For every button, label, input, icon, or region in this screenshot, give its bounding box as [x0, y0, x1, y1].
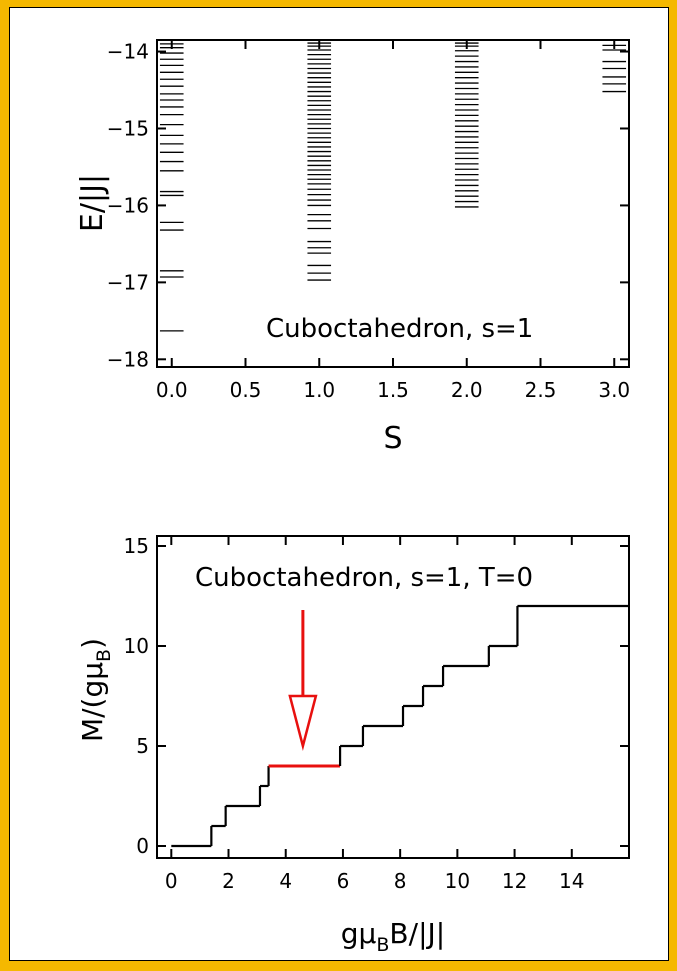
figure-svg: 0.0 0.5 1.0 1.5 2.0 2.5 3.0 −14 −15 −16 −17 −18 Cub… [75, 39, 630, 956]
x-tick-label: 2.0 [451, 378, 483, 402]
y-tick-label: −14 [107, 40, 149, 64]
magnetization-steps [171, 604, 629, 848]
bottom-x-axis-label: gμBB/|J| [341, 917, 445, 956]
top-axis-ticks: 0.0 0.5 1.0 1.5 2.0 2.5 3.0 −14 −15 −16 −17 −18 [107, 40, 630, 402]
top-x-axis-label: S [383, 421, 402, 456]
x-tick-label: 4 [279, 869, 292, 893]
x-tick-label: 12 [502, 869, 527, 893]
energy-spectrum-chart: 0.0 0.5 1.0 1.5 2.0 2.5 3.0 −14 −15 −16 −17 −18 Cub… [75, 39, 630, 456]
x-tick-label: 3.0 [598, 378, 630, 402]
x-tick-label: 1.5 [377, 378, 409, 402]
x-tick-label: 10 [445, 869, 470, 893]
x-tick-label: 0.5 [230, 378, 262, 402]
x-tick-label: 2 [222, 869, 235, 893]
y-tick-label: −17 [107, 270, 149, 294]
bottom-axis-ticks: 0 2 4 6 8 10 12 14 0 5 10 15 [124, 534, 629, 893]
x-tick-label: 2.5 [525, 378, 557, 402]
x-tick-label: 0 [165, 869, 178, 893]
y-tick-label: 5 [136, 734, 149, 758]
magnetization-chart: 0 2 4 6 8 10 12 14 0 5 10 15 Cuboctahedron, s=1, T=… [76, 534, 630, 956]
x-tick-label: 0.0 [156, 378, 188, 402]
arrow-head [288, 694, 318, 751]
bottom-annotation: Cuboctahedron, s=1, T=0 [195, 563, 533, 593]
figure-panel: 0.0 0.5 1.0 1.5 2.0 2.5 3.0 −14 −15 −16 −17 −18 Cub… [9, 7, 669, 961]
y-tick-label: 10 [124, 634, 149, 658]
x-tick-label: 1.0 [303, 378, 335, 402]
x-tick-label: 8 [394, 869, 407, 893]
down-arrow-icon [288, 610, 318, 751]
energy-levels [159, 42, 627, 332]
bottom-y-axis-label: M/(gμB) [76, 638, 115, 742]
y-tick-label: −16 [107, 193, 149, 217]
y-tick-label: 0 [136, 834, 149, 858]
top-annotation: Cuboctahedron, s=1 [266, 314, 533, 344]
y-tick-label: 15 [124, 534, 149, 558]
y-tick-label: −15 [107, 116, 149, 140]
top-y-axis-label: E/|J| [75, 174, 110, 232]
x-tick-label: 14 [559, 869, 584, 893]
y-tick-label: −18 [107, 347, 149, 371]
x-tick-label: 6 [337, 869, 350, 893]
bottom-plot-frame [156, 535, 630, 859]
